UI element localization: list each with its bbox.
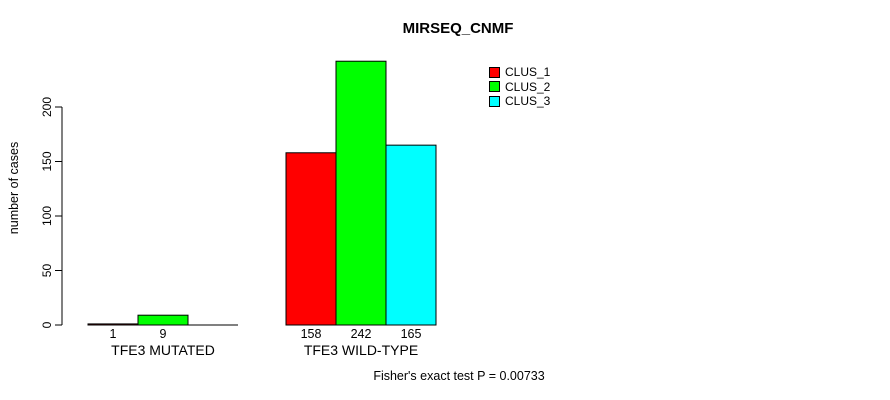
group-label-tfe3-mutated: TFE3 MUTATED [111, 342, 215, 358]
bar-clus-2-tfe3-mutated [137, 314, 189, 326]
bar-value-label-clus-1-tfe3-wild-type: 158 [301, 327, 322, 341]
legend-label-clus-2: CLUS_2 [505, 79, 551, 94]
legend-swatch-clus-1 [489, 66, 500, 78]
bar-clus-3-tfe3-wild-type [385, 144, 437, 326]
legend: CLUS_1 CLUS_2 CLUS_3 [489, 65, 550, 109]
legend-row-clus-2: CLUS_2 [489, 80, 550, 95]
y-tick-label: 50 [40, 264, 54, 278]
bar-value-label-clus-2-tfe3-mutated: 9 [160, 327, 167, 341]
y-tick-label: 0 [40, 321, 54, 328]
bar-value-label-clus-2-tfe3-wild-type: 242 [351, 327, 372, 341]
legend-swatch-clus-3 [489, 95, 500, 107]
legend-swatch-clus-2 [489, 81, 500, 93]
y-tick-label: 200 [40, 97, 54, 117]
bar-clus-2-tfe3-wild-type [335, 60, 387, 326]
y-tick-label: 100 [40, 206, 54, 226]
legend-row-clus-1: CLUS_1 [489, 65, 550, 80]
bar-clus-1-tfe3-wild-type [285, 152, 337, 326]
legend-label-clus-3: CLUS_3 [505, 94, 551, 109]
fisher-test-annotation: Fisher's exact test P = 0.00733 [373, 369, 545, 383]
y-tick-label: 150 [40, 151, 54, 171]
bar-value-label-clus-1-tfe3-mutated: 1 [110, 327, 117, 341]
legend-row-clus-3: CLUS_3 [489, 94, 550, 109]
bar-clus-1-tfe3-mutated [87, 323, 139, 326]
bar-value-label-clus-3-tfe3-wild-type: 165 [401, 327, 422, 341]
legend-label-clus-1: CLUS_1 [505, 65, 551, 80]
chart-title: MIRSEQ_CNMF [402, 20, 514, 37]
group-label-tfe3-wild-type: TFE3 WILD-TYPE [304, 342, 418, 358]
